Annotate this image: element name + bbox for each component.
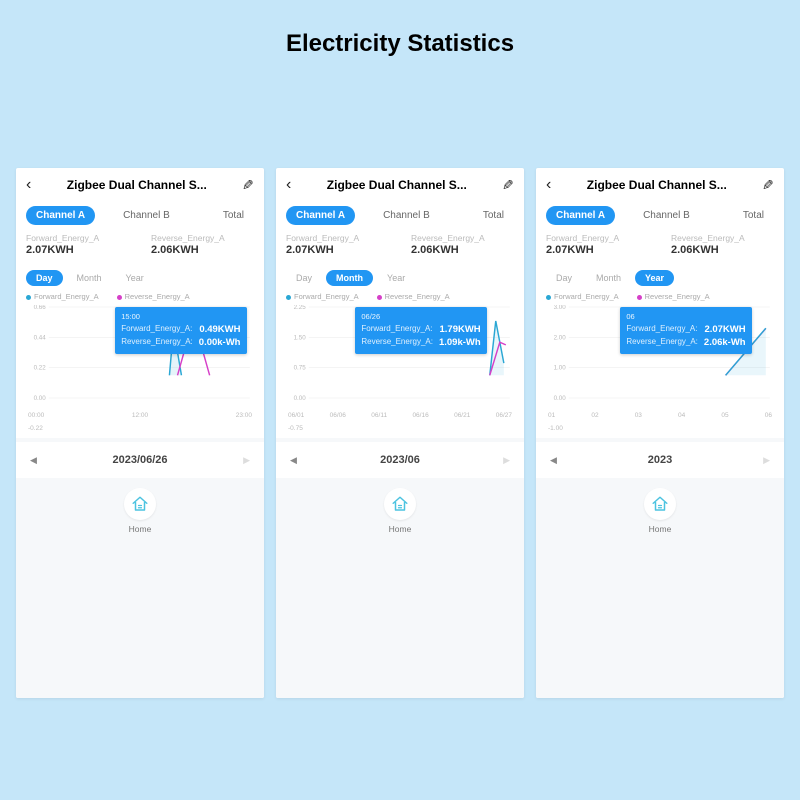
neg-tick: -0.22: [16, 419, 264, 432]
date-next[interactable]: ▶: [503, 455, 510, 466]
svg-text:2.25: 2.25: [294, 305, 307, 311]
svg-text:1.00: 1.00: [554, 365, 567, 372]
date-prev[interactable]: ◀: [550, 455, 557, 466]
svg-text:0.00: 0.00: [554, 395, 567, 402]
tab-channel-b[interactable]: Channel B: [113, 206, 180, 225]
range-tab-day[interactable]: Day: [286, 270, 322, 286]
device-title: Zigbee Dual Channel S...: [31, 178, 242, 192]
home-label: Home: [389, 524, 412, 534]
range-tab-year[interactable]: Year: [635, 270, 674, 286]
legend: Forward_Energy_AReverse_Energy_A: [536, 290, 784, 305]
x-axis-labels: 00:0012:0023:00: [16, 410, 264, 419]
home-icon[interactable]: [644, 488, 676, 520]
home-label: Home: [649, 524, 672, 534]
home-icon[interactable]: [384, 488, 416, 520]
date-next[interactable]: ▶: [763, 455, 770, 466]
tab-total[interactable]: Total: [213, 206, 254, 225]
svg-text:0.22: 0.22: [34, 365, 47, 372]
tab-channel-b[interactable]: Channel B: [633, 206, 700, 225]
home-section: Home: [276, 478, 524, 698]
chart-tooltip: 15:00Forward_Energy_A: 0.49KWHReverse_En…: [115, 307, 246, 354]
device-title: Zigbee Dual Channel S...: [291, 178, 502, 192]
date-next[interactable]: ▶: [243, 455, 250, 466]
chart-tooltip: 06Forward_Energy_A: 2.07KWHReverse_Energ…: [620, 307, 751, 354]
tab-total[interactable]: Total: [733, 206, 774, 225]
legend: Forward_Energy_AReverse_Energy_A: [276, 290, 524, 305]
stat-forward: Forward_Energy_A2.07KWH: [286, 233, 389, 256]
svg-text:1.50: 1.50: [294, 334, 307, 341]
tab-total[interactable]: Total: [473, 206, 514, 225]
home-section: Home: [536, 478, 784, 698]
chart-month: 2.25 1.50 0.75 0.00 06/26Forward_Energy_A: 1…: [276, 305, 524, 410]
date-label: 2023/06/26: [112, 454, 167, 466]
chart-tooltip: 06/26Forward_Energy_A: 1.79KWHReverse_En…: [355, 307, 486, 354]
range-tab-month[interactable]: Month: [326, 270, 373, 286]
svg-text:0.00: 0.00: [294, 395, 307, 402]
panel-row: ‹Zigbee Dual Channel S...✎Channel AChann…: [0, 58, 800, 698]
stat-reverse: Reverse_Energy_A2.06KWH: [129, 233, 254, 256]
tab-channel-a[interactable]: Channel A: [546, 206, 615, 225]
date-prev[interactable]: ◀: [290, 455, 297, 466]
date-label: 2023: [648, 454, 672, 466]
stat-reverse: Reverse_Energy_A2.06KWH: [649, 233, 774, 256]
svg-text:0.44: 0.44: [34, 334, 47, 341]
date-prev[interactable]: ◀: [30, 455, 37, 466]
stat-reverse: Reverse_Energy_A2.06KWH: [389, 233, 514, 256]
range-tab-day[interactable]: Day: [26, 270, 63, 286]
range-tab-year[interactable]: Year: [377, 270, 415, 286]
tab-channel-a[interactable]: Channel A: [286, 206, 355, 225]
tab-channel-b[interactable]: Channel B: [373, 206, 440, 225]
stat-forward: Forward_Energy_A2.07KWH: [546, 233, 649, 256]
home-section: Home: [16, 478, 264, 698]
neg-tick: -0.75: [276, 419, 524, 432]
x-axis-labels: 010203040506: [536, 410, 784, 419]
stat-forward: Forward_Energy_A2.07KWH: [26, 233, 129, 256]
neg-tick: -1.00: [536, 419, 784, 432]
edit-icon[interactable]: ✎: [242, 177, 254, 194]
x-axis-labels: 06/0106/0606/1106/1606/2106/27: [276, 410, 524, 419]
svg-text:3.00: 3.00: [554, 305, 567, 311]
svg-text:0.00: 0.00: [34, 395, 47, 402]
page-title: Electricity Statistics: [0, 0, 800, 58]
panel-month: ‹Zigbee Dual Channel S...✎Channel AChann…: [276, 168, 524, 698]
range-tab-year[interactable]: Year: [116, 270, 154, 286]
svg-text:2.00: 2.00: [554, 334, 567, 341]
date-label: 2023/06: [380, 454, 420, 466]
device-title: Zigbee Dual Channel S...: [551, 178, 762, 192]
edit-icon[interactable]: ✎: [762, 177, 774, 194]
edit-icon[interactable]: ✎: [502, 177, 514, 194]
range-tab-month[interactable]: Month: [67, 270, 112, 286]
home-icon[interactable]: [124, 488, 156, 520]
legend: Forward_Energy_AReverse_Energy_A: [16, 290, 264, 305]
chart-year: 3.00 2.00 1.00 0.00 06Forward_Energy_A: 2.07…: [536, 305, 784, 410]
svg-text:0.66: 0.66: [34, 305, 47, 311]
panel-year: ‹Zigbee Dual Channel S...✎Channel AChann…: [536, 168, 784, 698]
chart-day: 0.66 0.44 0.22 0.00 15:00Forward_Energy_A: 0…: [16, 305, 264, 410]
range-tab-month[interactable]: Month: [586, 270, 631, 286]
home-label: Home: [129, 524, 152, 534]
panel-day: ‹Zigbee Dual Channel S...✎Channel AChann…: [16, 168, 264, 698]
range-tab-day[interactable]: Day: [546, 270, 582, 286]
svg-text:0.75: 0.75: [294, 365, 307, 372]
tab-channel-a[interactable]: Channel A: [26, 206, 95, 225]
